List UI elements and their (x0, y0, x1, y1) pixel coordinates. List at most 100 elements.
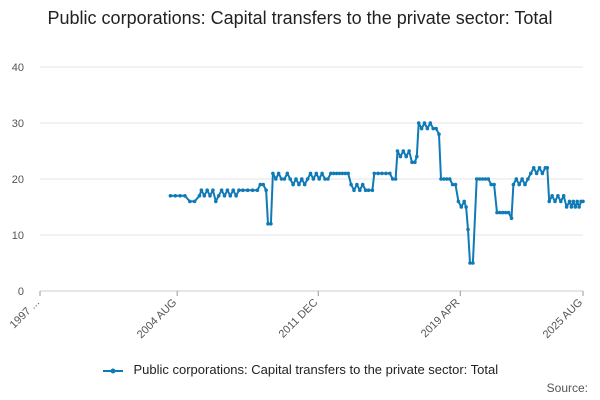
data-point[interactable] (547, 199, 551, 204)
data-point[interactable] (466, 227, 470, 232)
data-point[interactable] (340, 171, 345, 176)
data-point[interactable] (388, 171, 392, 176)
data-point[interactable] (231, 188, 235, 192)
data-point[interactable] (264, 188, 268, 192)
data-point[interactable] (401, 149, 406, 153)
data-point[interactable] (228, 194, 233, 198)
data-point[interactable] (471, 261, 475, 265)
data-point[interactable] (305, 177, 310, 181)
data-point[interactable] (561, 194, 566, 198)
data-point[interactable] (188, 199, 192, 204)
data-point[interactable] (439, 177, 443, 181)
data-point[interactable] (474, 177, 479, 181)
data-point[interactable] (261, 182, 266, 187)
legend[interactable]: Public corporations: Capital transfers t… (0, 362, 600, 377)
data-point[interactable] (269, 222, 273, 226)
data-point[interactable] (550, 194, 554, 198)
data-point[interactable] (398, 154, 403, 159)
data-point[interactable] (294, 177, 298, 181)
data-point[interactable] (183, 194, 187, 198)
data-point[interactable] (331, 171, 336, 176)
data-point[interactable] (199, 188, 204, 192)
data-point[interactable] (323, 177, 327, 181)
data-point[interactable] (222, 194, 227, 198)
data-point[interactable] (168, 194, 173, 198)
data-point[interactable] (486, 177, 491, 181)
data-point[interactable] (173, 194, 178, 198)
data-point[interactable] (192, 199, 197, 204)
data-point[interactable] (314, 171, 319, 176)
data-point[interactable] (428, 121, 433, 125)
data-point[interactable] (285, 171, 290, 176)
data-point[interactable] (271, 171, 275, 176)
data-point[interactable] (413, 160, 417, 164)
data-point[interactable] (288, 177, 293, 181)
data-point[interactable] (326, 177, 330, 181)
data-point[interactable] (334, 171, 339, 176)
data-point[interactable] (250, 188, 255, 192)
data-point[interactable] (506, 210, 511, 215)
data-point[interactable] (390, 177, 395, 181)
data-point[interactable] (498, 210, 502, 215)
data-point[interactable] (241, 188, 245, 192)
data-point[interactable] (216, 194, 221, 198)
data-point[interactable] (501, 210, 505, 215)
data-point[interactable] (370, 188, 375, 192)
data-point[interactable] (464, 205, 468, 209)
data-point[interactable] (225, 188, 230, 192)
data-point[interactable] (352, 188, 356, 192)
data-point[interactable] (355, 182, 359, 187)
data-point[interactable] (459, 205, 464, 209)
data-point[interactable] (453, 182, 458, 187)
data-point[interactable] (503, 210, 508, 215)
data-point[interactable] (279, 177, 284, 181)
data-point[interactable] (520, 177, 524, 181)
data-point[interactable] (349, 182, 353, 187)
data-point[interactable] (577, 205, 581, 209)
data-point[interactable] (450, 182, 455, 187)
data-point[interactable] (517, 182, 521, 187)
data-point[interactable] (545, 166, 550, 170)
data-point[interactable] (431, 126, 436, 131)
data-point[interactable] (337, 171, 342, 176)
data-point[interactable] (480, 177, 485, 181)
data-point[interactable] (380, 171, 384, 176)
data-point[interactable] (573, 205, 578, 209)
data-point[interactable] (366, 188, 371, 192)
data-point[interactable] (537, 166, 542, 170)
data-point[interactable] (274, 177, 278, 181)
data-point[interactable] (205, 188, 209, 192)
data-point[interactable] (571, 199, 576, 204)
data-point[interactable] (255, 188, 260, 192)
data-point[interactable] (477, 177, 482, 181)
data-point[interactable] (300, 177, 304, 181)
data-point[interactable] (258, 182, 263, 187)
data-point[interactable] (404, 154, 409, 159)
data-point[interactable] (311, 177, 316, 181)
data-point[interactable] (358, 188, 362, 192)
data-point[interactable] (447, 177, 452, 181)
data-point[interactable] (395, 149, 400, 153)
data-point[interactable] (329, 171, 333, 176)
data-point[interactable] (437, 132, 441, 136)
data-point[interactable] (462, 199, 467, 204)
data-point[interactable] (442, 177, 446, 181)
data-point[interactable] (219, 188, 224, 192)
data-point[interactable] (523, 182, 527, 187)
data-point[interactable] (197, 194, 202, 198)
data-point[interactable] (531, 166, 536, 170)
data-point[interactable] (237, 188, 241, 192)
data-point[interactable] (346, 171, 351, 176)
data-point[interactable] (553, 199, 557, 204)
data-point[interactable] (445, 177, 449, 181)
data-point[interactable] (266, 222, 270, 226)
data-point[interactable] (214, 199, 218, 204)
data-point[interactable] (297, 182, 301, 187)
data-point[interactable] (245, 188, 250, 192)
data-point[interactable] (425, 126, 430, 131)
data-point[interactable] (495, 210, 499, 215)
data-point[interactable] (422, 121, 427, 125)
data-point[interactable] (208, 194, 212, 198)
data-point[interactable] (202, 194, 207, 198)
data-point[interactable] (419, 126, 424, 131)
